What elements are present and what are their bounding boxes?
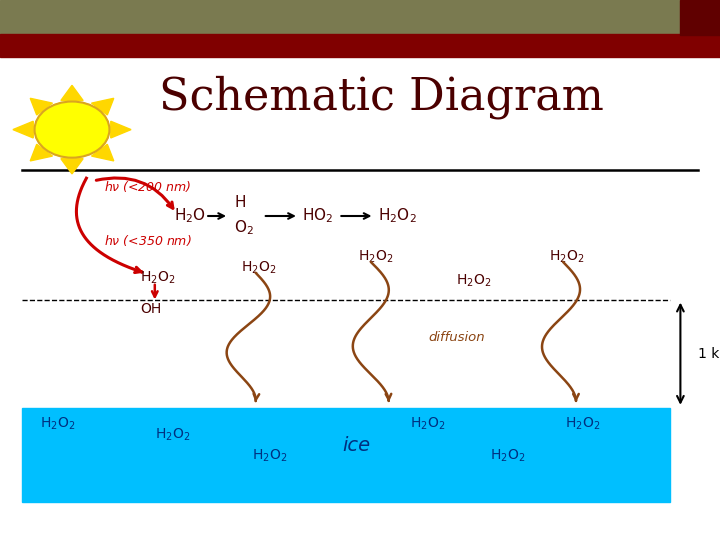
Bar	[22, 408, 670, 502]
Polygon shape	[61, 159, 83, 174]
Polygon shape	[91, 144, 114, 161]
Polygon shape	[30, 98, 53, 115]
Text: OH: OH	[140, 302, 162, 316]
Text: H$_2$O$_2$: H$_2$O$_2$	[241, 259, 276, 275]
Text: H: H	[234, 195, 246, 210]
Text: H$_2$O: H$_2$O	[174, 207, 206, 225]
Text: HO$_2$: HO$_2$	[302, 207, 333, 225]
Polygon shape	[61, 85, 83, 100]
Text: h$\nu$ (<200 nm): h$\nu$ (<200 nm)	[104, 179, 192, 194]
Text: Schematic Diagram: Schematic Diagram	[159, 76, 604, 119]
Polygon shape	[13, 122, 33, 138]
Text: H$_2$O$_2$: H$_2$O$_2$	[252, 448, 287, 464]
Text: h$\nu$ (<350 nm): h$\nu$ (<350 nm)	[104, 233, 192, 248]
Circle shape	[35, 102, 109, 158]
Text: diffusion: diffusion	[428, 331, 485, 344]
Text: H$_2$O$_2$: H$_2$O$_2$	[378, 207, 417, 225]
Text: H$_2$O$_2$: H$_2$O$_2$	[456, 273, 491, 289]
Text: O$_2$: O$_2$	[234, 219, 254, 237]
Text: ice: ice	[342, 436, 370, 455]
Text: H$_2$O$_2$: H$_2$O$_2$	[140, 270, 176, 286]
Polygon shape	[91, 98, 114, 115]
Polygon shape	[30, 144, 53, 161]
Text: H$_2$O$_2$: H$_2$O$_2$	[490, 448, 525, 464]
Polygon shape	[111, 122, 131, 138]
Text: H$_2$O$_2$: H$_2$O$_2$	[40, 416, 75, 432]
Text: H$_2$O$_2$: H$_2$O$_2$	[155, 427, 190, 443]
Text: H$_2$O$_2$: H$_2$O$_2$	[565, 416, 600, 432]
Text: H$_2$O$_2$: H$_2$O$_2$	[358, 248, 393, 265]
Text: 1 km: 1 km	[698, 347, 720, 361]
Text: H$_2$O$_2$: H$_2$O$_2$	[410, 416, 446, 432]
Text: H$_2$O$_2$: H$_2$O$_2$	[549, 248, 584, 265]
